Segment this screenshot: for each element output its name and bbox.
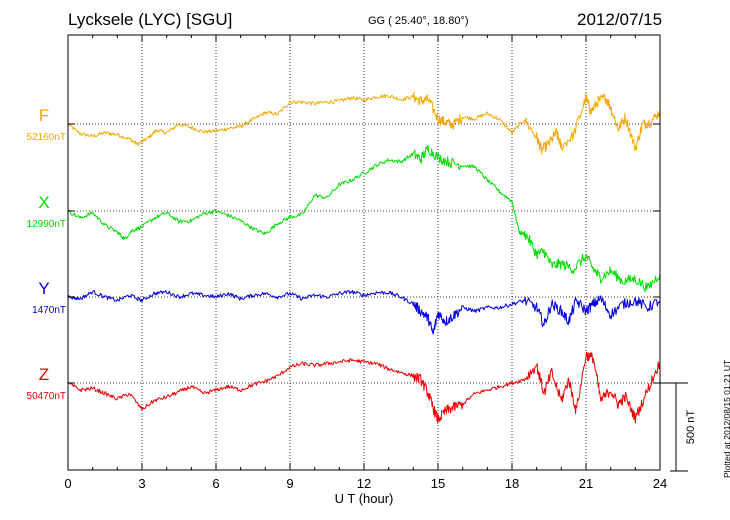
chart-date: 2012/07/15 <box>577 10 663 29</box>
scale-bar: 500 nT <box>660 382 697 472</box>
x-axis-label: U T (hour) <box>335 491 394 506</box>
series-name-X: X <box>38 193 49 212</box>
series-line-Y <box>67 290 661 335</box>
station-coordinates: GG ( 25.40°, 18.80°) <box>368 15 469 27</box>
series-baseline-Y: 1470nT <box>32 305 66 316</box>
x-tick-label: 18 <box>505 476 519 491</box>
series-labels: F 52160nT X 12990nT Y 1470nT Z 50470nT <box>27 106 66 402</box>
x-tick-label: 9 <box>286 476 293 491</box>
series-baseline-X: 12990nT <box>27 219 66 230</box>
chart-title: Lycksele (LYC) [SGU] <box>68 10 233 29</box>
x-tick-label: 0 <box>64 476 71 491</box>
series-name-F: F <box>39 106 49 125</box>
series-name-Z: Z <box>39 365 49 384</box>
scale-bar-label: 500 nT <box>685 410 697 445</box>
series-line-X <box>67 145 661 293</box>
series-name-Y: Y <box>38 279 49 298</box>
series-baseline-Z: 50470nT <box>27 391 66 402</box>
x-tick-label: 3 <box>138 476 145 491</box>
x-tick-label: 24 <box>653 476 667 491</box>
grid <box>68 35 660 470</box>
series-baseline-F: 52160nT <box>27 132 66 143</box>
x-tick-label: 12 <box>357 476 371 491</box>
x-tick-label: 21 <box>579 476 593 491</box>
x-tick-label: 6 <box>212 476 219 491</box>
x-axis: 0 3 6 9 12 15 18 21 24 U T (hour) <box>64 35 667 506</box>
series-line-F <box>67 91 661 155</box>
series-line-Z <box>67 351 661 424</box>
x-tick-label: 15 <box>431 476 445 491</box>
series-group <box>67 91 661 424</box>
